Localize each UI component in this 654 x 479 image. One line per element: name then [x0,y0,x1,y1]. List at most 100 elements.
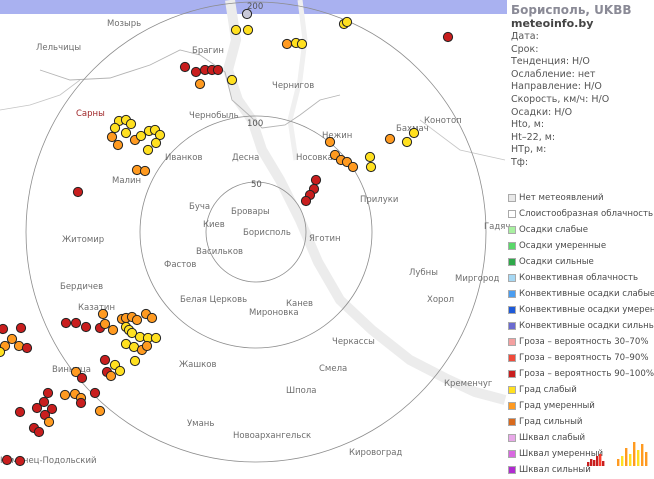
echo-dot [126,327,138,339]
echo-dot [75,397,87,409]
echo-dot [70,366,82,378]
legend-label: Нет метеоявлений [519,193,604,203]
legend-item: Шквал слабый [505,430,654,446]
echo-dot [106,131,118,143]
legend-item: Град сильный [505,414,654,430]
range-ring-200 [25,1,487,463]
echo-dot [114,365,126,377]
echo-height-bar [633,442,636,466]
city-desna: Десна [232,153,259,163]
echo-dot [194,78,206,90]
range-ring-100 [139,115,373,349]
echo-dot [125,118,137,130]
legend-swatch [508,402,516,410]
echo-dot [139,165,151,177]
city-nosovka: Носовка [296,153,333,163]
city-malin: Малин [112,176,141,186]
echo-dot [0,323,9,335]
echo-dot [384,133,396,145]
echo-height-bar [596,456,599,466]
legend-label: Град умеренный [519,401,595,411]
echo-dot [1,454,13,466]
echo-dot [150,137,162,149]
region-border [0,79,81,111]
echo-dot [296,38,308,50]
echo-dot [141,340,153,352]
legend-item: Шквал умеренный [505,446,654,462]
legend-item: Гроза – вероятность 70–90% [505,350,654,366]
legend-swatch [508,274,516,282]
legend-label: Конвективные осадки слабые [519,289,654,299]
legend-item: Конвективные осадки умерен. [505,302,654,318]
legend-label: Конвективные осадки сильные [519,321,654,331]
legend-swatch [508,306,516,314]
legend-item: Осадки сильные [505,254,654,270]
echo-height-bar [621,456,624,466]
echo-dot [150,332,162,344]
echo-height-bar [590,459,593,466]
legend-swatch [508,338,516,346]
echo-dot [14,406,26,418]
city-chernobyl: Чернобыль [189,111,239,121]
city-kanev: Канев [286,299,313,309]
city-fastov: Фастов [164,260,196,270]
echo-dot [154,129,166,141]
city-kirovograd: Кировоград [349,448,402,458]
legend-item: Нет метеоявлений [505,190,654,206]
echo-height-bar [641,444,644,466]
echo-dot [72,186,84,198]
info-row-date: Дата: [511,31,539,42]
city-cherkassy: Черкассы [332,337,375,347]
legend-swatch [508,386,516,394]
echo-dot [80,321,92,333]
city-bragin: Брагин [192,46,224,56]
city-lelchitsy: Лельчицы [36,43,81,53]
echo-dot [15,322,27,334]
city-labels: Мозырь Лельчицы Брагин Чернигов Сарны Че… [0,19,510,466]
legend-label: Шквал слабый [519,433,586,443]
city-nezhin: Нежин [322,131,352,141]
legend-label: Конвективные осадки умерен. [519,305,654,315]
echo-dot [21,342,33,354]
legend-item: Конвективные осадки слабые [505,286,654,302]
echo-dot [300,195,312,207]
info-row-tf: Тф: [511,156,529,168]
legend-label: Гроза – вероятность 30–70% [519,337,649,347]
echo-dot [281,38,293,50]
echo-height-bar [629,454,632,466]
echo-dot [212,64,224,76]
echo-dot [46,403,58,415]
echo-dot [190,66,202,78]
city-kazatin: Казатин [78,303,115,313]
echo-dot [135,130,147,142]
city-mozyr: Мозырь [107,19,141,29]
city-gadyach: Гадяч [484,222,510,232]
legend-item: Град слабый [505,382,654,398]
echo-height-bar [602,461,605,466]
echo-dot [401,136,413,148]
echo-dot [242,24,254,36]
city-kamenets: Каменец-Подольский [0,456,97,466]
radar-echoes [0,8,454,467]
info-row-term: Срок: [511,43,539,55]
echo-dot [341,16,353,28]
echo-dot [442,31,454,43]
echo-dot [94,405,106,417]
city-sarny: Сарны [76,109,105,119]
echo-dot [347,161,359,173]
city-zhashkov: Жашков [179,360,217,370]
echo-height-bar [599,454,602,466]
legend-swatch [508,450,516,458]
legend: Нет метеоявлений Слоистообразная облачнос… [505,190,654,478]
echo-dot [107,324,119,336]
city-berdichev: Бердичев [60,282,103,292]
echo-dot [142,144,154,156]
echo-dot [146,312,158,324]
city-vasilkov: Васильков [196,247,243,257]
echo-dot [14,455,26,467]
city-priluki: Прилуки [360,195,398,205]
echo-dot [112,139,124,151]
echo-dot [38,396,50,408]
echo-dot [43,416,55,428]
legend-label: Шквал сильный [519,465,591,475]
